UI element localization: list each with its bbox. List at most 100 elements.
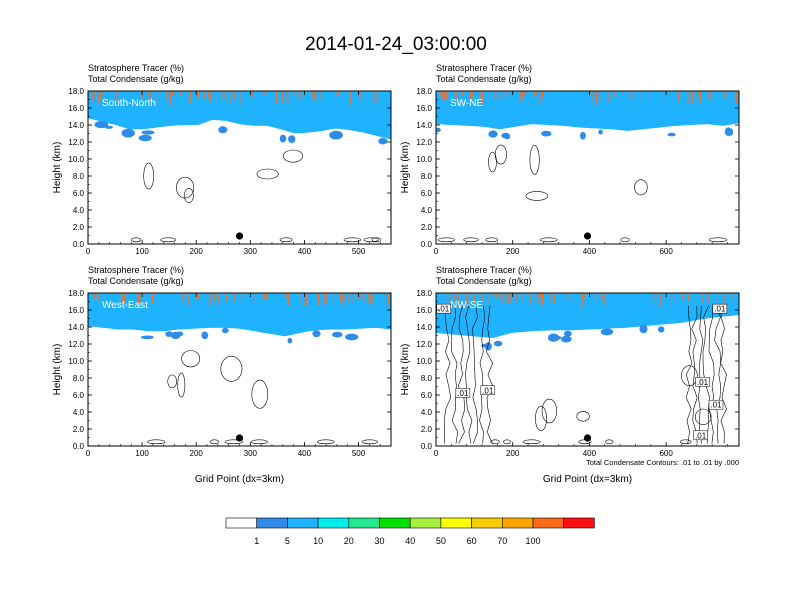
tracer-streak: [601, 293, 603, 299]
tracer-streak: [217, 293, 219, 305]
tracer-streak: [209, 91, 211, 102]
field-label: Total Condensate (g/kg): [436, 74, 532, 84]
colorbar-swatch: [348, 517, 380, 529]
tracer-streak: [371, 293, 373, 305]
tracer-blob: [175, 331, 184, 337]
tracer-blob: [563, 330, 572, 337]
tracer-blob: [218, 126, 228, 134]
panels: Stratosphere Tracer (%)Total Condensate …: [52, 63, 740, 485]
tracer-streak: [582, 293, 584, 303]
condensate-contour: [283, 149, 304, 163]
condensate-contour: [541, 398, 558, 424]
x-tick-label: 600: [659, 247, 673, 256]
condensate-contour: [443, 305, 452, 444]
y-tick-label: 18.0: [68, 87, 84, 96]
colorbar-swatch: [409, 517, 442, 529]
y-tick-label: 10.0: [68, 155, 84, 164]
field-label: Total Condensate (g/kg): [88, 74, 184, 84]
tracer-streak: [482, 91, 484, 105]
tracer-streak: [140, 293, 142, 304]
contour-label-box: [480, 385, 496, 395]
tracer-streak: [187, 293, 189, 307]
tracer-streak: [150, 91, 152, 101]
tracer-blob: [345, 333, 359, 341]
colorbar-label: 40: [405, 536, 415, 546]
x-tick-label: 300: [244, 247, 258, 256]
contour-label-box: [455, 388, 471, 398]
tracer-streak: [253, 293, 255, 304]
y-tick-label: 4.0: [421, 408, 433, 417]
tracer-streak: [332, 293, 334, 305]
tracer-streak: [352, 293, 354, 304]
tracer-streak: [121, 293, 124, 304]
colorbar-swatch: [563, 517, 595, 529]
chart-panel-west-east: Stratosphere Tracer (%)Total Condensate …: [52, 265, 392, 485]
condensate-contour: [143, 162, 154, 190]
tracer-streak: [388, 293, 390, 305]
x-tick-label: 400: [298, 449, 312, 458]
tracer-blob: [378, 138, 388, 145]
y-tick-label: 2.0: [73, 425, 85, 434]
tracer-streak: [208, 91, 210, 99]
tracer-streak: [185, 91, 187, 98]
x-tick-label: 400: [583, 449, 597, 458]
tracer-streak: [565, 293, 567, 302]
tracer-streak: [549, 293, 551, 302]
tracer-streak: [360, 91, 362, 101]
tracer-streak: [681, 293, 683, 300]
tracer-streak: [502, 293, 504, 305]
tracer-streak: [520, 91, 523, 103]
tracer-streak: [384, 293, 386, 301]
condensate-contour: [250, 439, 268, 445]
colorbar-label: 1: [254, 536, 259, 546]
x-axis-label: Grid Point (dx=3km): [543, 474, 632, 485]
tracer-streak: [314, 91, 317, 104]
y-tick-label: 14.0: [416, 121, 432, 130]
tracer-streak: [123, 293, 125, 303]
tracer-streak: [590, 91, 592, 96]
tracer-blob: [548, 333, 560, 342]
y-tick-label: 18.0: [416, 289, 432, 298]
x-tick-label: 100: [135, 449, 149, 458]
y-tick-label: 12.0: [68, 340, 84, 349]
tracer-streak: [456, 91, 458, 102]
condensate-contour: [503, 439, 511, 445]
tracer-streak: [536, 91, 538, 95]
y-tick-label: 8.0: [421, 172, 433, 181]
tracer-streak: [697, 91, 699, 99]
tracer-streak: [189, 91, 192, 104]
tracer-streak: [182, 293, 184, 301]
tracer-streak: [621, 91, 623, 96]
y-tick-label: 8.0: [421, 374, 433, 383]
condensate-contour: [529, 145, 540, 175]
y-tick-label: 16.0: [68, 306, 84, 315]
tracer-blob: [484, 342, 492, 351]
x-tick-label: 0: [434, 449, 439, 458]
colorbar-swatch: [225, 517, 258, 529]
x-tick-label: 500: [352, 247, 366, 256]
tracer-streak: [337, 91, 339, 97]
tracer-streak: [467, 293, 469, 303]
condensate-contour: [147, 439, 166, 445]
x-tick-label: 200: [190, 247, 204, 256]
colorbar-swatch: [317, 517, 350, 529]
y-tick-label: 4.0: [73, 206, 85, 215]
tracer-streak: [439, 91, 441, 97]
tracer-blob: [504, 134, 511, 140]
tracer-blob: [141, 130, 155, 135]
x-tick-label: 600: [659, 449, 673, 458]
tracer-streak: [324, 293, 326, 305]
tracer-blob: [667, 132, 676, 137]
tracer-streak: [335, 91, 337, 96]
tracer-streak: [500, 293, 502, 301]
tracer-streak: [367, 293, 369, 303]
tracer-streak: [198, 91, 200, 99]
tracer-streak: [596, 91, 598, 105]
tracer-streak: [708, 91, 710, 103]
contour-label: .01: [438, 305, 450, 314]
condensate-contour: [708, 305, 715, 444]
tracer-streak: [584, 293, 586, 300]
condensate-contour: [479, 305, 486, 444]
tracer-streak: [172, 91, 174, 96]
tracer-streak: [203, 91, 205, 100]
